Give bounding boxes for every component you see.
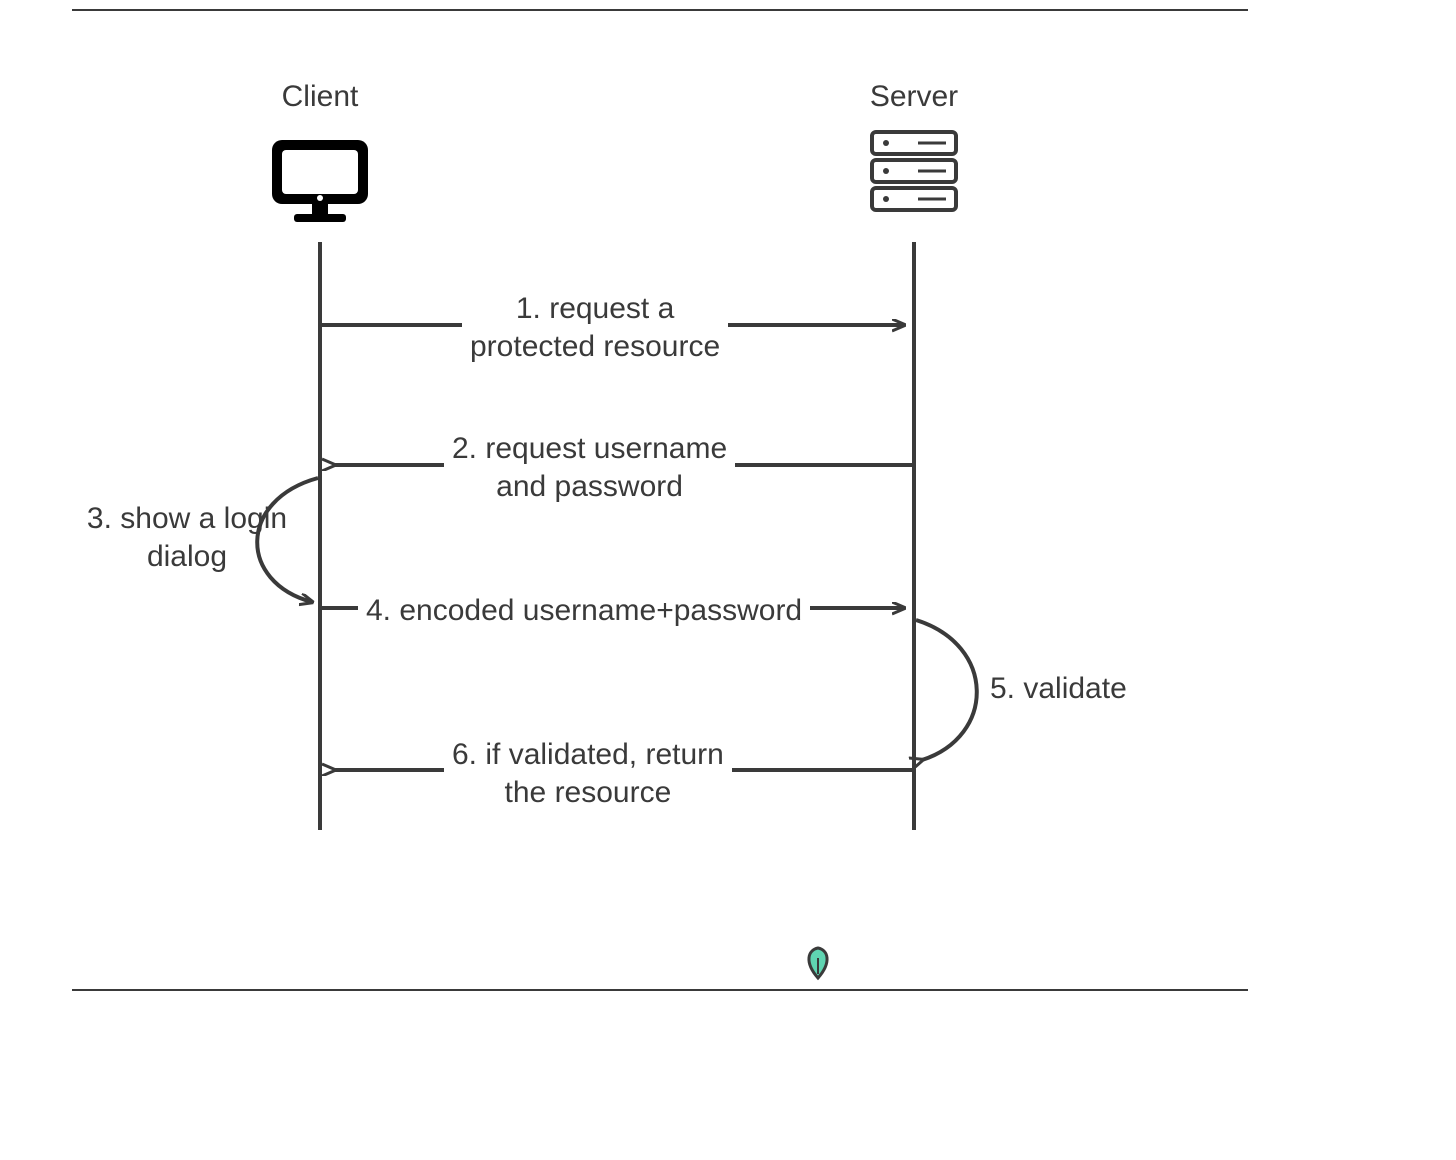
- msg-1-label: 1. request a protected resource: [462, 286, 728, 369]
- msg-3-label: 3. show a login dialog: [84, 500, 290, 575]
- msg-1-line2: protected resource: [470, 328, 720, 366]
- msg-1-line1: 1. request a: [470, 290, 720, 328]
- msg-6-line2: the resource: [452, 774, 724, 812]
- msg-2-line1: 2. request username: [452, 430, 727, 468]
- msg-3-line2: dialog: [84, 538, 290, 576]
- msg-5-line1: 5. validate: [990, 670, 1127, 708]
- msg-4-label: 4. encoded username+password: [358, 588, 810, 634]
- msg-5-loop: [916, 620, 977, 760]
- msg-6-label: 6. if validated, return the resource: [444, 732, 732, 815]
- sequence-diagram: Client Server 1. request a protected res…: [0, 0, 1456, 1160]
- msg-3-line1: 3. show a login: [84, 500, 290, 538]
- msg-6-line1: 6. if validated, return: [452, 736, 724, 774]
- server-icon: [872, 132, 956, 210]
- server-label: Server: [864, 80, 964, 114]
- watermark-icon: [809, 948, 827, 978]
- msg-2-line2: and password: [452, 468, 727, 506]
- msg-2-label: 2. request username and password: [444, 426, 735, 509]
- msg-5-label: 5. validate: [990, 670, 1127, 708]
- diagram-svg: [0, 0, 1456, 1160]
- monitor-icon: [272, 140, 368, 222]
- client-label: Client: [270, 80, 370, 114]
- msg-4-line1: 4. encoded username+password: [366, 592, 802, 630]
